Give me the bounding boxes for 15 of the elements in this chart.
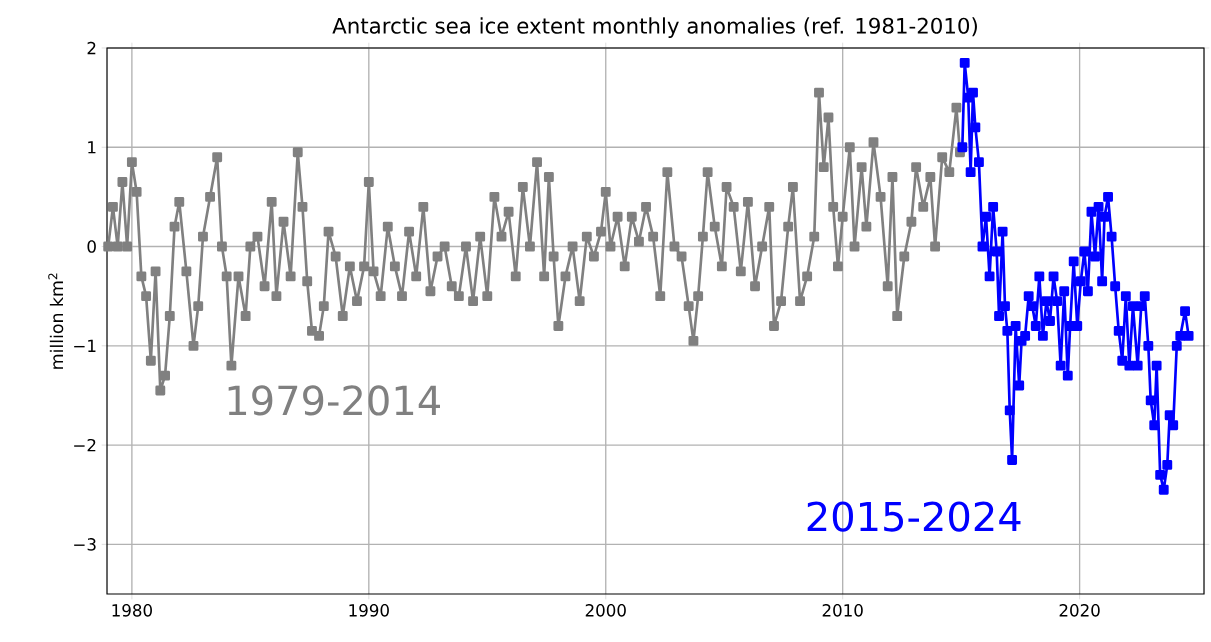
- x-tick-label: 2020: [1059, 604, 1100, 617]
- x-tick-label: 1990: [349, 604, 389, 617]
- y-tick-label: 1: [88, 141, 96, 154]
- y-tick-label: −2: [74, 438, 96, 452]
- y-axis-title: million km$^{2}$: [48, 273, 64, 369]
- x-tick-label: 2000: [585, 604, 626, 617]
- chart-title: Antarctic sea ice extent monthly anomalies (ref. 1981-2010): [332, 17, 977, 38]
- series-label: 1979-2014: [228, 385, 440, 416]
- y-tick-label: 0: [87, 240, 96, 253]
- y-tick-label: 2: [87, 41, 96, 55]
- series-label: 2015-2024: [807, 501, 1021, 532]
- y-tick-label: −1: [74, 339, 96, 352]
- x-tick-label: 1980: [112, 604, 152, 617]
- y-tick-label: −3: [74, 538, 96, 551]
- x-tick-label: 2010: [822, 604, 863, 617]
